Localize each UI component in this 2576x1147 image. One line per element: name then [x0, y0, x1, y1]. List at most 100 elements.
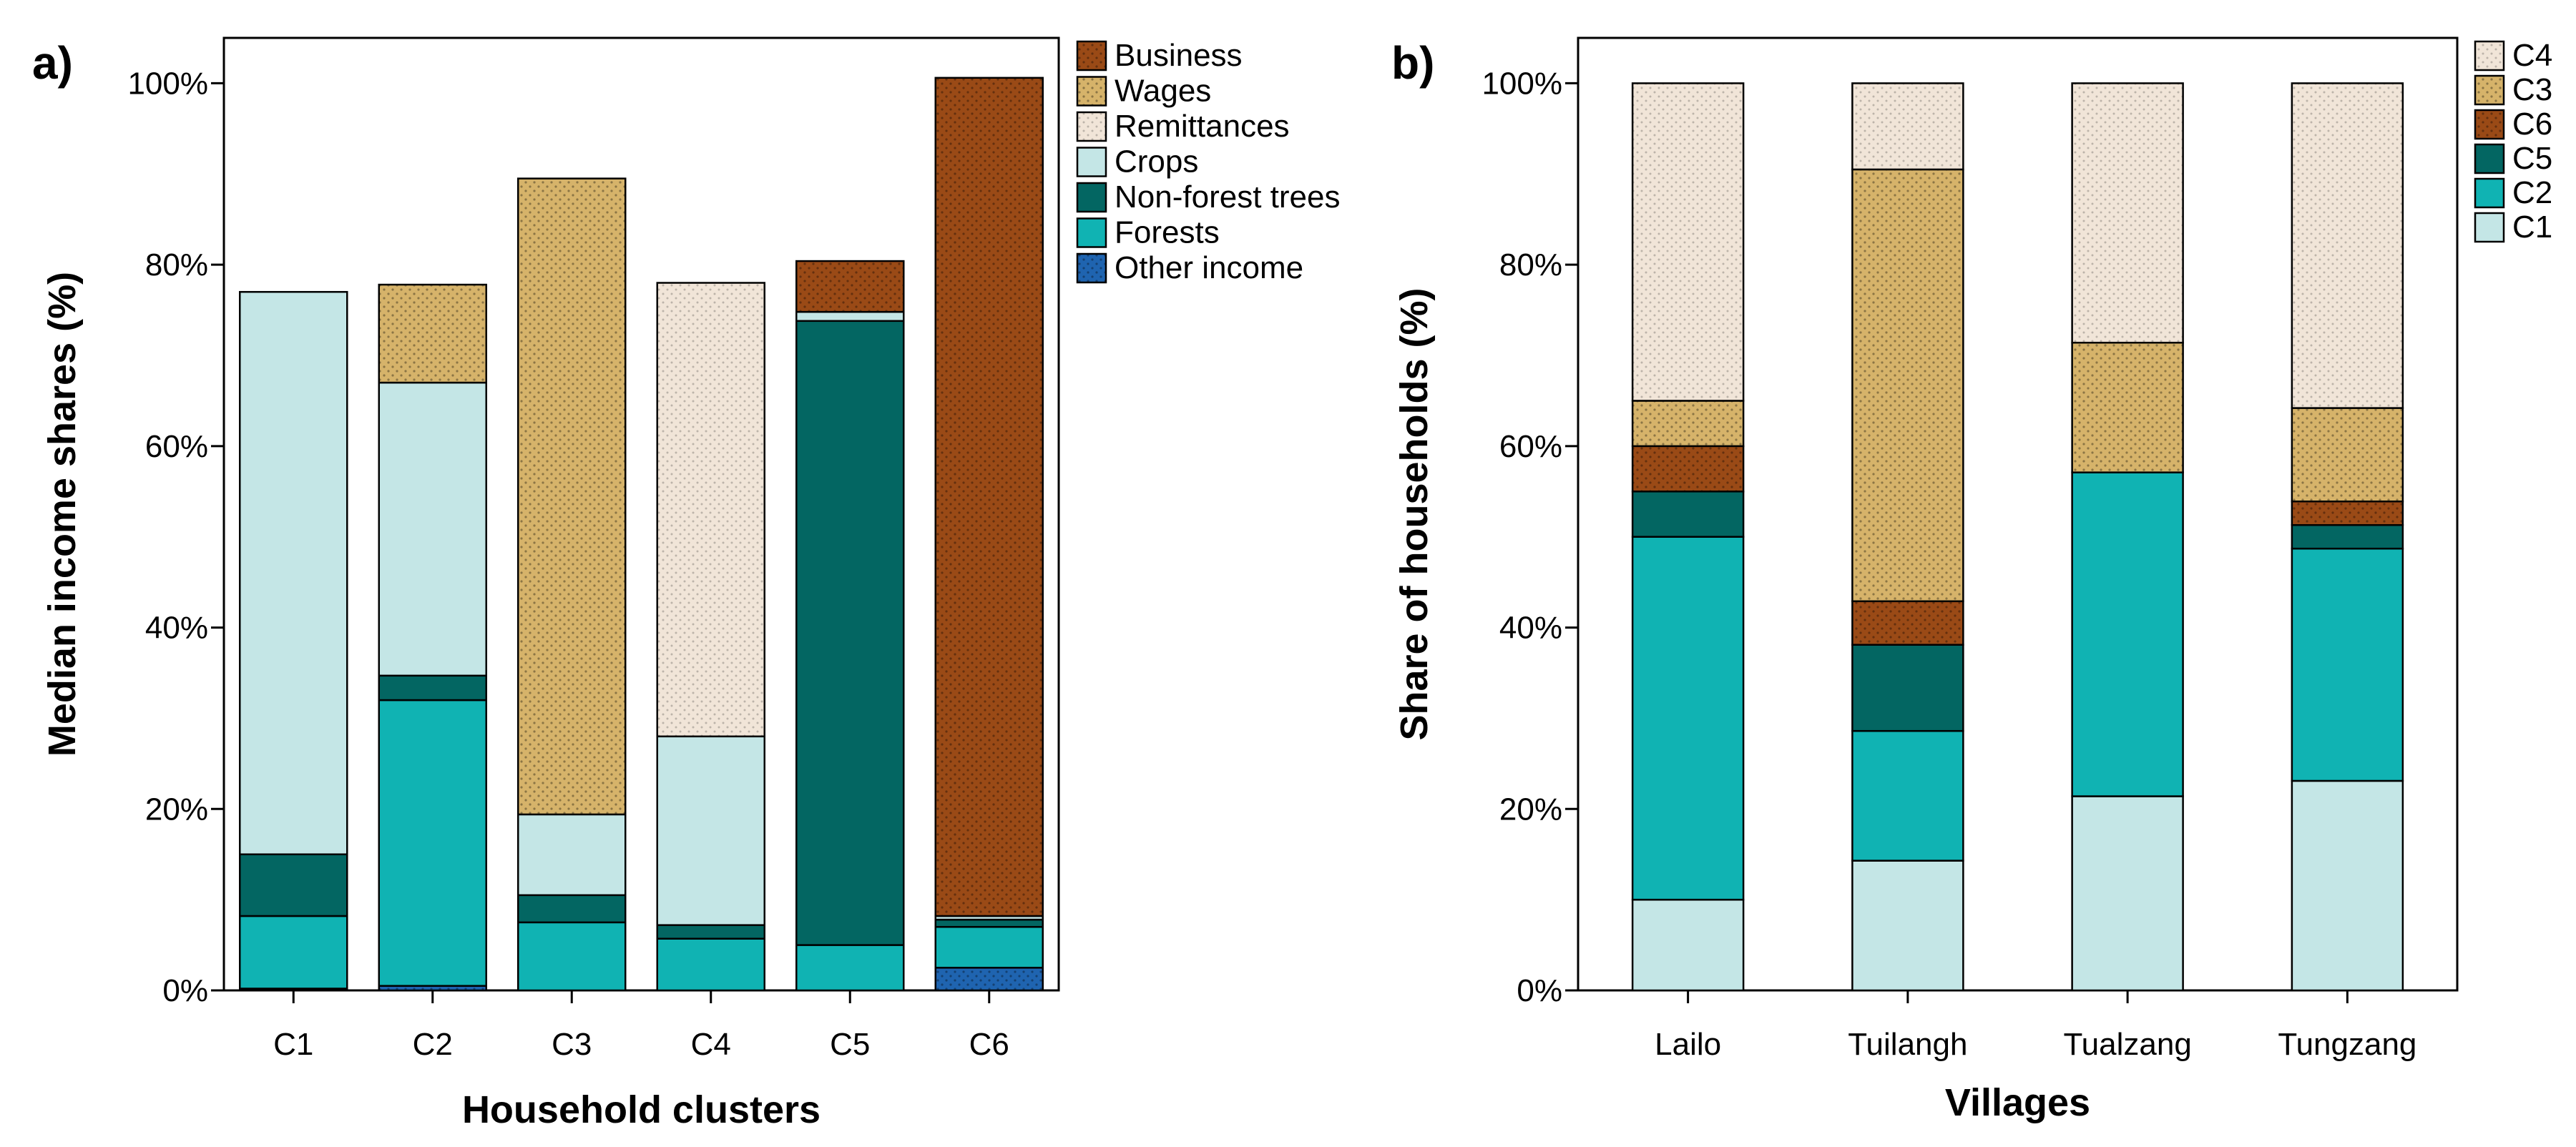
legend-label-c3: C3	[2512, 72, 2552, 107]
bar-c3-wages-texture	[518, 178, 626, 814]
bar-c6-other-income-texture	[935, 968, 1043, 990]
bar-lailo-c6-texture	[1632, 445, 1744, 492]
bar-c1-forests	[239, 915, 348, 990]
legend-label-c6: C6	[2512, 107, 2552, 142]
legend-label-crops: Crops	[1115, 144, 1198, 179]
bar-lailo-c5	[1631, 491, 1745, 538]
bar-c2-crops	[378, 381, 487, 677]
bar-tungzang-c2	[2291, 547, 2404, 782]
legend-label-business: Business	[1115, 38, 1243, 73]
bar-tungzang-c1	[2291, 779, 2404, 992]
x-tick-label-c1: C1	[273, 1027, 313, 1062]
legend-swatch-c1	[2474, 212, 2505, 243]
bar-c4-remittances-texture	[657, 282, 765, 737]
x-tick-label-c3: C3	[552, 1027, 592, 1062]
y-tick-label: 40%	[145, 611, 208, 646]
legend-label-forests: Forests	[1115, 215, 1220, 250]
bar-c1-crops	[239, 290, 348, 855]
y-tick-label: 20%	[145, 792, 208, 827]
y-tick-label: 40%	[1499, 611, 1562, 646]
bar-lailo-c4-texture	[1632, 83, 1744, 401]
bar-c3-crops	[517, 813, 627, 897]
bar-c4-forests	[656, 937, 765, 992]
bar-c3-forests	[517, 921, 627, 992]
y-tick-label: 100%	[1482, 66, 1562, 101]
y-axis-title: Median income shares (%)	[41, 272, 84, 757]
y-tick-label: 80%	[1499, 247, 1562, 282]
panel-label: b)	[1391, 37, 1434, 89]
legend-label-c1: C1	[2512, 210, 2552, 245]
bar-tualzang-c2	[2071, 471, 2184, 797]
bar-tuilangh-c3-texture	[1852, 169, 1964, 601]
bar-tualzang-c4-texture	[2072, 83, 2183, 343]
legend-label-c5: C5	[2512, 141, 2552, 176]
x-tick-label-tuilangh: Tuilangh	[1848, 1027, 1967, 1062]
x-tick-label-lailo: Lailo	[1655, 1027, 1721, 1062]
bar-lailo-c3-texture	[1632, 400, 1744, 446]
legend-swatch-non-forest-trees	[1076, 182, 1107, 213]
legend-label-c4: C4	[2512, 38, 2552, 73]
y-tick-label: 20%	[1499, 792, 1562, 827]
legend-swatch-texture	[2475, 76, 2504, 104]
chart-panel-a: a) 0% 20% 40% 60% 80% 100% Median income shares…	[32, 36, 1340, 1131]
legend-swatch-texture	[1077, 41, 1106, 70]
x-tick-label-c5: C5	[830, 1027, 870, 1062]
bar-tualzang-c1	[2071, 795, 2184, 992]
bar-c1-non-forest-trees	[239, 853, 348, 917]
plot-frame	[222, 36, 1060, 992]
plot-frame	[1577, 36, 2459, 992]
legend-swatch-texture	[2475, 110, 2504, 139]
bar-c5-crops	[795, 310, 905, 323]
bar-tuilangh-c1	[1851, 860, 1964, 992]
x-axis-title: Household clusters	[462, 1088, 821, 1131]
legend-label-other-income: Other income	[1115, 250, 1303, 285]
y-tick-label: 60%	[1499, 429, 1562, 464]
legend-label-c2: C2	[2512, 175, 2552, 210]
x-tick-label-tualzang: Tualzang	[2063, 1027, 2191, 1062]
chart-panel-b: b) 0% 20% 40% 60% 80% 100% Share of households …	[1391, 36, 2552, 1124]
y-tick-label: 0%	[162, 973, 208, 1008]
bar-c6-non-forest-trees	[934, 918, 1044, 928]
x-tick-label-c2: C2	[413, 1027, 453, 1062]
panel-label: a)	[32, 37, 73, 89]
legend-swatch-texture	[1077, 77, 1106, 106]
bar-c2-non-forest-trees	[378, 674, 487, 702]
bar-c6-business-texture	[935, 77, 1043, 916]
bar-tuilangh-c2	[1851, 729, 1964, 862]
legend-swatch-texture	[1077, 112, 1106, 141]
x-tick-label-tungzang: Tungzang	[2278, 1027, 2416, 1062]
bar-c4-crops	[656, 735, 765, 926]
x-tick-label-c6: C6	[969, 1027, 1009, 1062]
y-tick-label: 80%	[145, 247, 208, 282]
bar-c5-non-forest-trees	[795, 320, 905, 946]
bar-c4-non-forest-trees	[656, 924, 765, 940]
y-tick-label: 60%	[145, 429, 208, 464]
bar-c2-forests	[378, 699, 487, 987]
bar-tuilangh-c6-texture	[1852, 601, 1964, 645]
bar-tuilangh-c4-texture	[1852, 83, 1964, 169]
legend-label-wages: Wages	[1115, 74, 1211, 109]
bar-c3-non-forest-trees	[517, 894, 627, 924]
y-tick-label: 100%	[127, 66, 208, 101]
bar-c2-wages-texture	[378, 285, 486, 383]
legend-swatch-c2	[2474, 177, 2505, 209]
bar-c5-business-texture	[796, 261, 904, 312]
bar-c5-forests	[795, 944, 905, 992]
bar-tungzang-c6-texture	[2291, 501, 2403, 526]
bar-c2-other-income-texture	[378, 985, 486, 990]
bar-c1-other-income-texture	[240, 988, 348, 990]
legend-swatch-texture	[2475, 41, 2504, 70]
y-tick-label: 0%	[1517, 973, 1562, 1008]
bar-tungzang-c3-texture	[2291, 408, 2403, 502]
y-axis-title: Share of households (%)	[1393, 287, 1436, 740]
legend-swatch-texture	[1077, 254, 1106, 282]
bar-tualzang-c3-texture	[2072, 343, 2183, 473]
bar-tungzang-c4-texture	[2291, 83, 2403, 408]
legend-label-remittances: Remittances	[1115, 109, 1290, 144]
legend-swatch-forests	[1076, 217, 1107, 248]
bar-lailo-c1	[1631, 898, 1745, 992]
x-tick-label-c4: C4	[691, 1027, 731, 1062]
bar-tuilangh-c5	[1851, 644, 1964, 732]
bar-c6-forests	[934, 925, 1044, 969]
